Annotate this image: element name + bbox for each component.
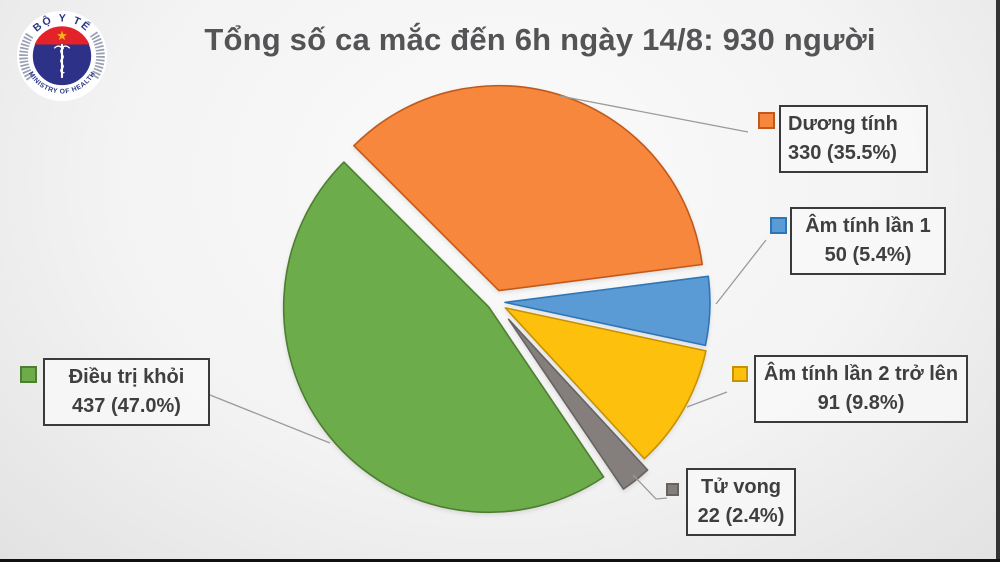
- legend-value: 22 (2.4%): [697, 505, 785, 527]
- legend-label: Âm tính lần 2 trở lên: [763, 363, 959, 385]
- screen-edge-bottom: [0, 559, 1000, 562]
- pie-slice-5: [282, 161, 605, 514]
- chart-title: Tổng số ca mắc đến 6h ngày 14/8: 930 ngư…: [204, 22, 876, 57]
- legend-box-dieu-tri-khoi: Điều trị khỏi 437 (47.0%): [43, 358, 210, 426]
- ministry-of-health-logo: BỘ Y TẾ MINISTRY OF HEALTH: [16, 10, 108, 102]
- pie-slice-4: [507, 318, 649, 490]
- logo-ring-hatch-left: [19, 31, 35, 81]
- leader-line-tu-vong: [632, 474, 668, 500]
- rod-of-asclepius-icon: [53, 43, 71, 79]
- legend-value: 330 (35.5%): [788, 142, 897, 164]
- legend-marker-duong-tinh: [758, 112, 775, 129]
- legend-marker-am-tinh-lan-1: [770, 217, 787, 234]
- legend-label: Điều trị khỏi: [68, 366, 185, 388]
- legend-marker-tu-vong: [666, 483, 679, 496]
- screen-edge-right: [996, 0, 1000, 562]
- logo-ring-hatch-right: [89, 31, 105, 81]
- legend-label: Dương tính: [788, 113, 898, 135]
- legend-box-am-tinh-lan-2: Âm tính lần 2 trở lên 91 (9.8%): [754, 355, 968, 423]
- legend-label: Tử vong: [700, 476, 782, 498]
- legend-marker-dieu-tri-khoi: [20, 366, 37, 383]
- pie-slice-2: [504, 275, 711, 347]
- legend-value: 50 (5.4%): [824, 244, 912, 266]
- legend-marker-am-tinh-lan-2: [732, 366, 748, 382]
- leader-line-am-tinh-lan-1: [715, 239, 767, 305]
- legend-label: Âm tính lần 1: [805, 215, 931, 237]
- leader-line-duong-tinh: [559, 95, 749, 133]
- legend-box-tu-vong: Tử vong 22 (2.4%): [686, 468, 796, 536]
- legend-value: 91 (9.8%): [817, 392, 905, 414]
- pie-slice-3: [504, 307, 707, 460]
- star-icon: [56, 30, 68, 41]
- legend-box-duong-tinh: Dương tính 330 (35.5%): [779, 105, 928, 173]
- leader-line-am-tinh-lan-2: [686, 391, 728, 408]
- legend-box-am-tinh-lan-1: Âm tính lần 1 50 (5.4%): [790, 207, 946, 275]
- legend-value: 437 (47.0%): [72, 395, 181, 417]
- leader-line-dieu-tri-khoi: [209, 394, 331, 444]
